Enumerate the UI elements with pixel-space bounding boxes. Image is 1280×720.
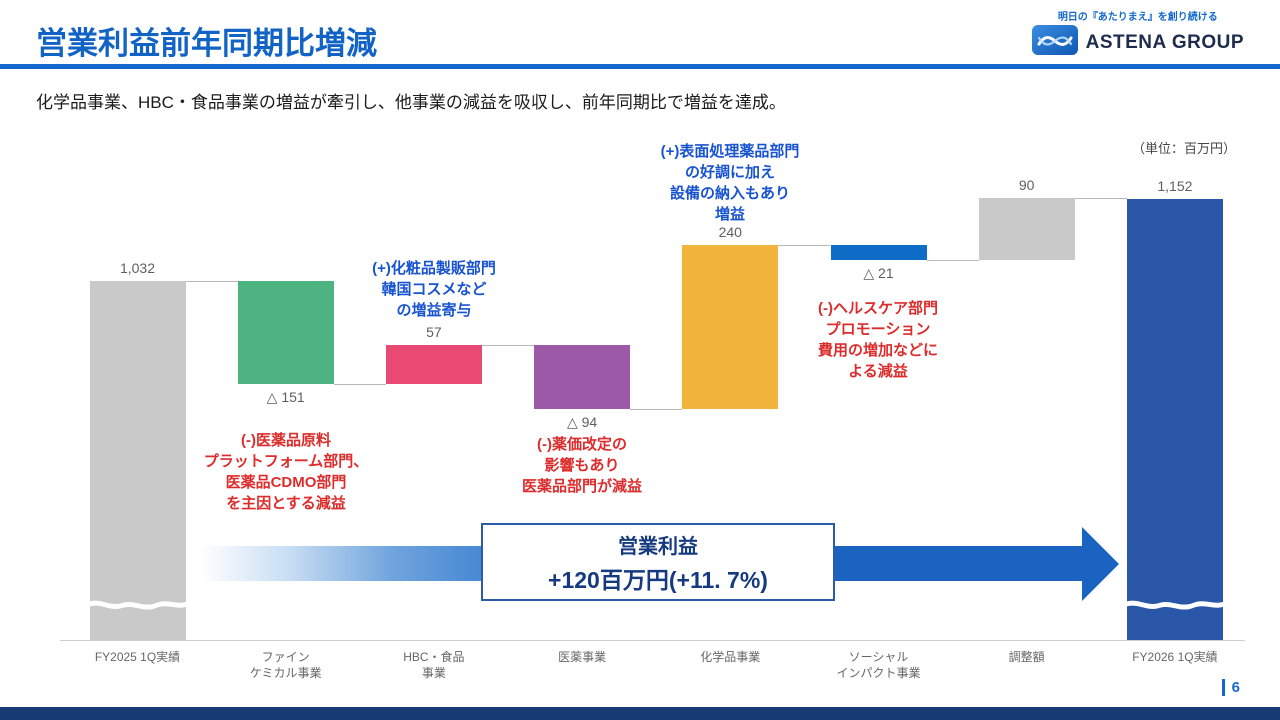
waterfall-bar [237,281,334,385]
astena-logo-icon [1031,25,1078,60]
bar-value-label: △ 94 [566,414,598,431]
category-label: FY2026 1Q実績 [1132,650,1218,664]
annotation-hbc-food: (+)化粧品製販部門 韓国コスメなど の増益寄与 [372,260,496,319]
unit-label: （単位：百万円） [1131,141,1236,156]
page-number-bar [1221,679,1225,696]
operating-profit-callout: 営業利益 +120百万円(+11. 7%) [481,523,835,601]
connector-line [333,384,386,386]
callout-value: +120百万円(+11. 7%) [548,566,768,593]
page-number-value: 6 [1231,679,1240,696]
page-number: 6 [1221,679,1240,696]
axis-break [87,597,188,613]
chart-baseline [60,640,1245,641]
callout-title: 営業利益 [618,535,698,558]
annotation-social: (-)ヘルスケア部門 プロモーション 費用の増加などに よる減益 [817,300,938,380]
category-label: HBC・食品 事業 [403,650,465,681]
bar-value-label: △ 151 [266,389,305,406]
category-label: ソーシャル インパクト事業 [836,650,921,681]
category-label: ファイン ケミカル事業 [249,650,322,681]
lead-sentence: 化学品事業、HBC・食品事業の増益が牽引し、他事業の減益を吸収し、前年同期比で増… [36,93,786,112]
waterfall-bar [682,245,779,410]
bar-value-label: 57 [426,324,442,341]
connector-line [1074,198,1127,200]
bar-value-label: 90 [1018,177,1035,194]
bar-value-label: △ 21 [863,264,894,281]
connector-line [926,259,979,261]
company-logo: 明日の『あたりまえ』を創り続ける ASTENA GROUP [1031,8,1244,60]
waterfall-bar [830,245,927,260]
category-label: FY2025 1Q実績 [94,650,181,664]
bar-value-label: 1,152 [1157,178,1193,194]
annotation-chemical: (+)表面処理薬品部門 の好調に加え 設備の納入もあり 増益 [660,143,800,223]
connector-line [778,245,831,247]
growth-arrow-head [1082,527,1119,601]
page-title: 営業利益前年同期比増減 [36,26,377,61]
connector-line [481,345,535,347]
annotation-fine-chemical: (-)医薬品原料 プラットフォーム部門、 医薬品CDMO部門 を主因とする減益 [203,432,369,512]
category-label: 調整額 [1008,650,1045,664]
bar-value-label: 240 [718,224,742,241]
logo-name: ASTENA GROUP [1085,31,1244,53]
bar-value-label: 1,032 [119,260,156,276]
footer-bar [0,707,1280,720]
category-label: 医薬事業 [558,650,607,664]
annotation-pharma: (-)薬価改定の 影響もあり 医薬品部門が減益 [521,436,642,495]
connector-line [185,281,238,282]
header-divider [0,64,1280,69]
waterfall-bar [978,198,1075,260]
category-label: 化学品事業 [700,650,761,664]
waterfall-bar [89,281,186,640]
waterfall-bar [1126,199,1223,640]
waterfall-bar [534,345,631,410]
waterfall-bar [385,345,482,385]
connector-line [630,409,683,411]
logo-tagline: 明日の『あたりまえ』を創り続ける [1057,12,1218,23]
axis-break [1124,597,1225,613]
